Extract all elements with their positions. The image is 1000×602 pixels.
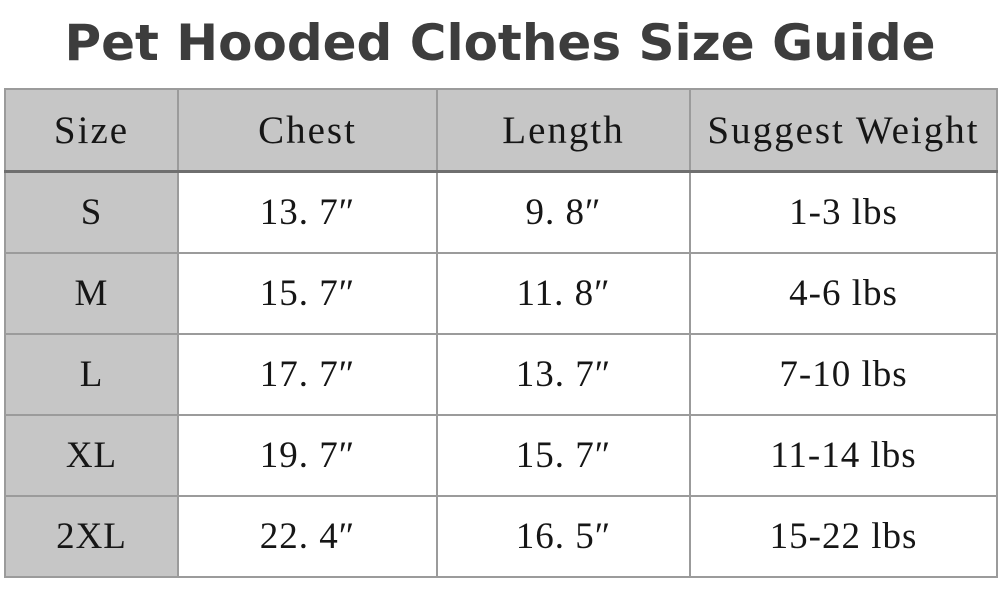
chest-cell: 17. 7″ [177, 332, 438, 416]
length-cell: 15. 7″ [436, 413, 691, 497]
size-cell: XL [4, 413, 179, 497]
column-header-length: Length [436, 88, 691, 173]
size-cell: L [4, 332, 179, 416]
chest-cell: 13. 7″ [177, 170, 438, 254]
chest-cell: 19. 7″ [177, 413, 438, 497]
size-cell: S [4, 170, 179, 254]
length-cell: 16. 5″ [436, 494, 691, 578]
weight-cell: 15-22 lbs [689, 494, 998, 578]
size-cell: 2XL [4, 494, 179, 578]
weight-cell: 7-10 lbs [689, 332, 998, 416]
page-title: Pet Hooded Clothes Size Guide [64, 14, 936, 72]
weight-cell: 1-3 lbs [689, 170, 998, 254]
header-row: Size Chest Length Suggest Weight [4, 88, 998, 173]
length-cell: 11. 8″ [436, 251, 691, 335]
column-header-chest: Chest [177, 88, 438, 173]
column-header-weight: Suggest Weight [689, 88, 998, 173]
weight-cell: 11-14 lbs [689, 413, 998, 497]
table-row-2xl: 2XL 22. 4″ 16. 5″ 15-22 lbs [4, 494, 998, 578]
table-row-s: S 13. 7″ 9. 8″ 1-3 lbs [4, 170, 998, 254]
table-row-m: M 15. 7″ 11. 8″ 4-6 lbs [4, 251, 998, 335]
size-cell: M [4, 251, 179, 335]
length-cell: 9. 8″ [436, 170, 691, 254]
chest-cell: 15. 7″ [177, 251, 438, 335]
size-guide-table: Size Chest Length Suggest Weight S 13. 7… [4, 88, 998, 578]
weight-cell: 4-6 lbs [689, 251, 998, 335]
chest-cell: 22. 4″ [177, 494, 438, 578]
column-header-size: Size [4, 88, 179, 173]
length-cell: 13. 7″ [436, 332, 691, 416]
table-row-l: L 17. 7″ 13. 7″ 7-10 lbs [4, 332, 998, 416]
table-row-xl: XL 19. 7″ 15. 7″ 11-14 lbs [4, 413, 998, 497]
